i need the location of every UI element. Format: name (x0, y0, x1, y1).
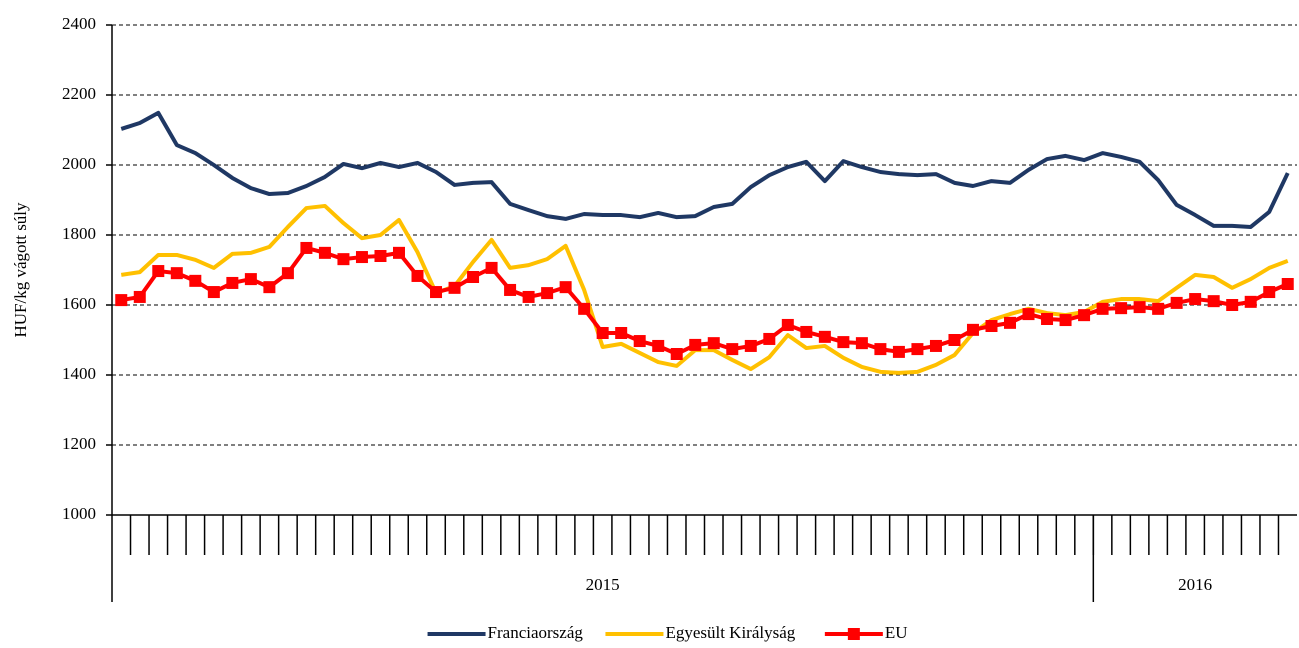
marker (1226, 299, 1239, 311)
series-line (120, 203, 1289, 375)
marker (263, 281, 276, 294)
marker (504, 283, 517, 296)
legend-label: EU (885, 623, 908, 642)
marker (318, 246, 331, 259)
legend-marker (847, 628, 860, 640)
marker (467, 271, 480, 283)
year-label: 2015 (586, 575, 620, 594)
marker (615, 327, 628, 339)
marker (152, 265, 165, 278)
marker (355, 251, 368, 264)
legend-label: Egyesült Királyság (665, 623, 795, 642)
marker (874, 343, 887, 356)
marker (781, 318, 794, 331)
legend-label: Franciaország (488, 623, 584, 642)
marker (559, 281, 572, 294)
marker (522, 290, 535, 303)
marker (1133, 301, 1146, 314)
marker (948, 334, 961, 346)
y-tick-label: 1200 (62, 434, 96, 453)
marker (818, 330, 831, 343)
y-tick-label: 1400 (62, 364, 96, 383)
marker (966, 323, 979, 336)
marker (707, 337, 720, 350)
marker (115, 294, 128, 307)
marker (929, 339, 942, 352)
marker (744, 339, 757, 352)
series-line (120, 245, 1289, 356)
marker (207, 286, 220, 299)
marker (411, 269, 424, 282)
marker (337, 253, 350, 266)
marker (633, 335, 646, 348)
marker (430, 286, 443, 299)
y-tick-label: 2400 (62, 14, 96, 33)
marker (837, 336, 850, 349)
marker (244, 273, 257, 286)
y-tick-label: 1000 (62, 504, 96, 523)
marker (1152, 302, 1165, 315)
marker (1207, 295, 1220, 308)
marker (689, 338, 702, 351)
marker (1004, 316, 1017, 329)
y-tick-label: 2000 (62, 154, 96, 173)
marker (1041, 313, 1054, 325)
y-axis-label: HUF/kg vágott súly (11, 202, 30, 338)
marker (1281, 278, 1294, 290)
marker (596, 327, 609, 339)
marker (392, 246, 405, 259)
marker (652, 339, 665, 352)
marker (1022, 308, 1035, 321)
marker (374, 250, 387, 262)
marker (133, 290, 146, 303)
marker (1263, 286, 1276, 299)
marker (726, 343, 739, 356)
marker (985, 320, 998, 332)
marker (541, 287, 554, 300)
marker (485, 261, 498, 274)
marker (670, 348, 683, 360)
marker (1115, 302, 1128, 315)
marker (170, 267, 183, 280)
year-label: 2016 (1178, 575, 1212, 594)
marker (1170, 296, 1183, 309)
marker (1189, 293, 1202, 306)
y-tick-label: 1800 (62, 224, 96, 243)
marker (1096, 302, 1109, 315)
marker (578, 302, 591, 315)
marker (1244, 295, 1257, 308)
marker (1059, 314, 1072, 327)
marker (1078, 309, 1091, 322)
series-line (120, 110, 1290, 229)
y-tick-label: 2200 (62, 84, 96, 103)
marker (892, 345, 905, 358)
marker (281, 267, 294, 280)
marker (911, 343, 924, 356)
marker (855, 337, 868, 350)
marker (189, 274, 202, 287)
y-tick-label: 1600 (62, 294, 96, 313)
marker (800, 325, 813, 338)
marker (763, 332, 776, 345)
marker (300, 241, 313, 254)
marker (226, 276, 239, 289)
marker (448, 281, 461, 294)
